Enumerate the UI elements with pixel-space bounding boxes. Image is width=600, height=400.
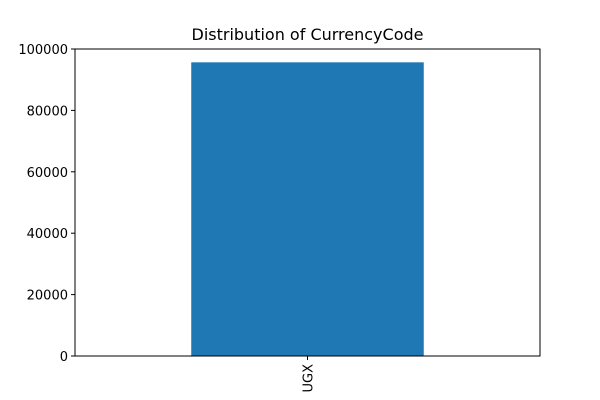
bars-layer (191, 62, 424, 357)
plot-frame (74, 48, 541, 357)
x-tick-label: UGX (302, 364, 317, 393)
bar-ugx (191, 62, 424, 357)
y-tick-label: 40000 (27, 227, 68, 242)
y-axis: 0 20000 40000 60000 80000 100000 (18, 43, 75, 365)
y-tick-label: 100000 (18, 43, 68, 58)
y-tick-label: 0 (60, 350, 68, 365)
y-tick-label: 60000 (27, 166, 68, 181)
y-tick-label: 80000 (27, 104, 68, 119)
y-tick-label: 20000 (27, 289, 68, 304)
x-axis: UGX (302, 356, 317, 393)
chart-title: Distribution of CurrencyCode (192, 25, 424, 44)
